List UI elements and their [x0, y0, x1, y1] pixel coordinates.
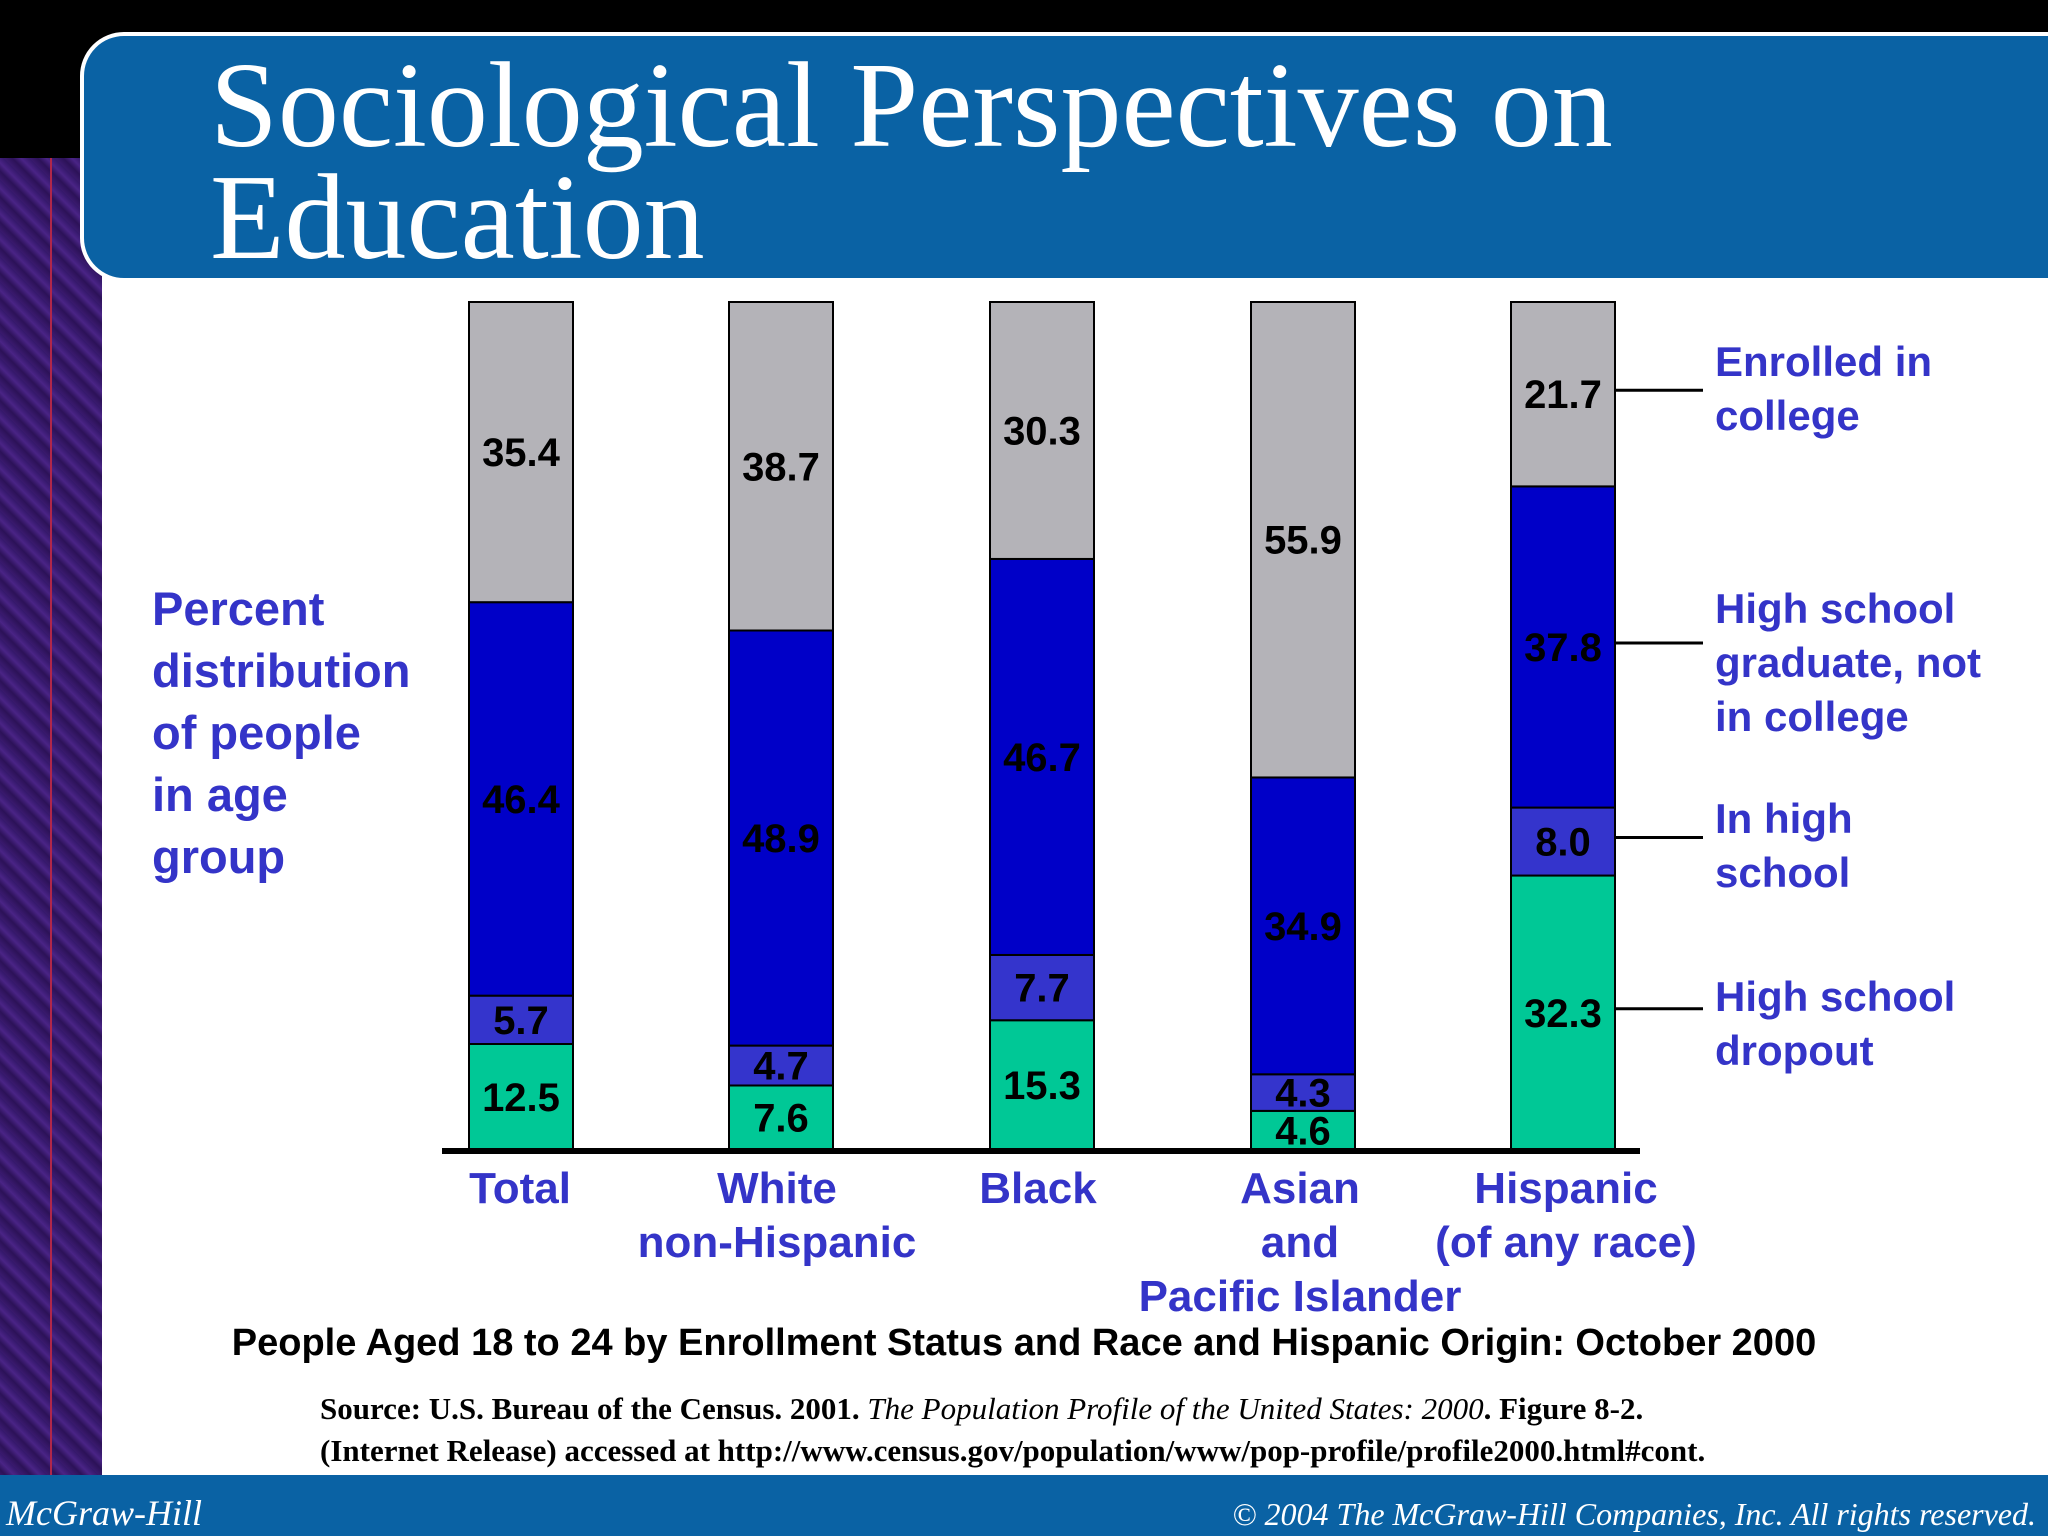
bar-segment	[468, 301, 574, 604]
slide-title-line-2: Education	[210, 150, 705, 285]
data-label: 37.8	[1524, 626, 1602, 670]
legend-label-line: college	[1715, 392, 1860, 439]
category-label-line: Asian	[1240, 1164, 1360, 1213]
data-label: 4.7	[753, 1045, 809, 1089]
y-axis-label-line: Percent	[152, 582, 325, 635]
legend-label-hs-graduate: High school graduate, not in college	[1715, 582, 2035, 744]
category-label-hispanic: Hispanic (of any race)	[1396, 1162, 1736, 1270]
legend-label-line: Enrolled in	[1715, 338, 1933, 385]
legend-label-line: In high	[1715, 795, 1853, 842]
category-label-line: and	[1260, 1218, 1340, 1267]
category-label-asian: Asian and Pacific Islander	[1130, 1162, 1470, 1324]
category-label-white: White non-Hispanic	[607, 1162, 947, 1270]
data-label: 38.7	[742, 445, 820, 489]
y-axis-label-line: of people	[152, 706, 361, 759]
source-line-1: Source: U.S. Bureau of the Census. 2001.…	[320, 1388, 2020, 1430]
legend-label-line: High school	[1715, 973, 1956, 1020]
bar-segment	[728, 629, 834, 1047]
y-axis-label-line: distribution	[152, 644, 411, 697]
legend-label-line: graduate, not	[1715, 639, 1982, 686]
source-title: The Population Profile of the United Sta…	[867, 1391, 1484, 1426]
data-label: 35.4	[482, 431, 561, 475]
category-label-line: White	[717, 1164, 837, 1213]
data-label: 55.9	[1264, 519, 1342, 563]
bar-segment	[468, 1043, 574, 1151]
legend-label-line: school	[1715, 849, 1851, 896]
bar-segment	[989, 301, 1095, 560]
category-label-line: Black	[979, 1164, 1097, 1213]
legend-label-enrolled-college: Enrolled in college	[1715, 335, 2035, 443]
copyright-notice: © 2004 The McGraw-Hill Companies, Inc. A…	[1232, 1496, 2036, 1532]
chart-title: People Aged 18 to 24 by Enrollment Statu…	[231, 1322, 1817, 1364]
category-label-total: Total	[350, 1162, 690, 1216]
legend-label-in-high-school: In high school	[1715, 792, 2035, 900]
data-label: 46.7	[1003, 736, 1081, 780]
bar-segment	[728, 1044, 834, 1087]
bar-segment	[989, 557, 1095, 956]
source-suffix: . Figure 8-2.	[1483, 1391, 1644, 1426]
bar-segment	[728, 301, 834, 632]
bar-segment	[468, 994, 574, 1045]
data-label: 15.3	[1003, 1064, 1081, 1108]
bar-segment	[468, 601, 574, 997]
data-label: 4.3	[1275, 1072, 1331, 1116]
data-label: 34.9	[1264, 905, 1342, 949]
y-axis-label-line: group	[152, 830, 286, 883]
publisher-name: McGraw-Hill	[6, 1493, 202, 1533]
bar-segment	[1510, 485, 1616, 809]
data-label: 8.0	[1535, 821, 1591, 865]
data-label: 7.6	[753, 1097, 809, 1141]
source-prefix: Source: U.S. Bureau of the Census. 2001.	[320, 1391, 868, 1426]
category-label-line: non-Hispanic	[637, 1218, 917, 1267]
bar-segment	[728, 1084, 834, 1151]
title-banner	[80, 32, 2048, 282]
bar-segment	[1250, 301, 1356, 779]
slide-title: Sociological Perspectives on Education	[210, 38, 2010, 285]
bar-segment	[1250, 776, 1356, 1076]
legend-label-line: dropout	[1715, 1027, 1874, 1074]
data-label: 48.9	[742, 817, 820, 861]
category-label-line: (of any race)	[1435, 1218, 1697, 1267]
data-label: 46.4	[482, 778, 561, 822]
legend-label-dropout: High school dropout	[1715, 970, 2035, 1078]
data-label: 21.7	[1524, 373, 1602, 417]
bar-segment	[989, 953, 1095, 1022]
data-label: 5.7	[493, 999, 549, 1043]
data-label: 4.6	[1275, 1109, 1331, 1153]
slide-title-line-1: Sociological Perspectives on	[210, 38, 1613, 173]
category-label-black: Black	[868, 1162, 1208, 1216]
source-line-2: (Internet Release) accessed at http://ww…	[320, 1433, 1706, 1468]
left-red-rule	[50, 158, 52, 1483]
source-citation: Source: U.S. Bureau of the Census. 2001.…	[320, 1388, 2020, 1472]
data-label: 32.3	[1524, 992, 1602, 1036]
legend-label-line: in college	[1715, 693, 1909, 740]
footer-bar	[0, 1475, 2048, 1536]
data-label: 30.3	[1003, 409, 1081, 453]
bar-segment	[1510, 301, 1616, 488]
bar-segment	[1250, 1073, 1356, 1112]
category-label-line: Pacific Islander	[1138, 1272, 1462, 1321]
category-label-line: Total	[469, 1164, 571, 1213]
y-axis-label-line: in age	[152, 768, 288, 821]
y-axis-label: Percent distribution of people in age gr…	[152, 578, 452, 888]
category-label-line: Hispanic	[1474, 1164, 1658, 1213]
data-label: 7.7	[1014, 967, 1070, 1011]
legend-label-line: High school	[1715, 585, 1956, 632]
data-label: 12.5	[482, 1076, 560, 1120]
